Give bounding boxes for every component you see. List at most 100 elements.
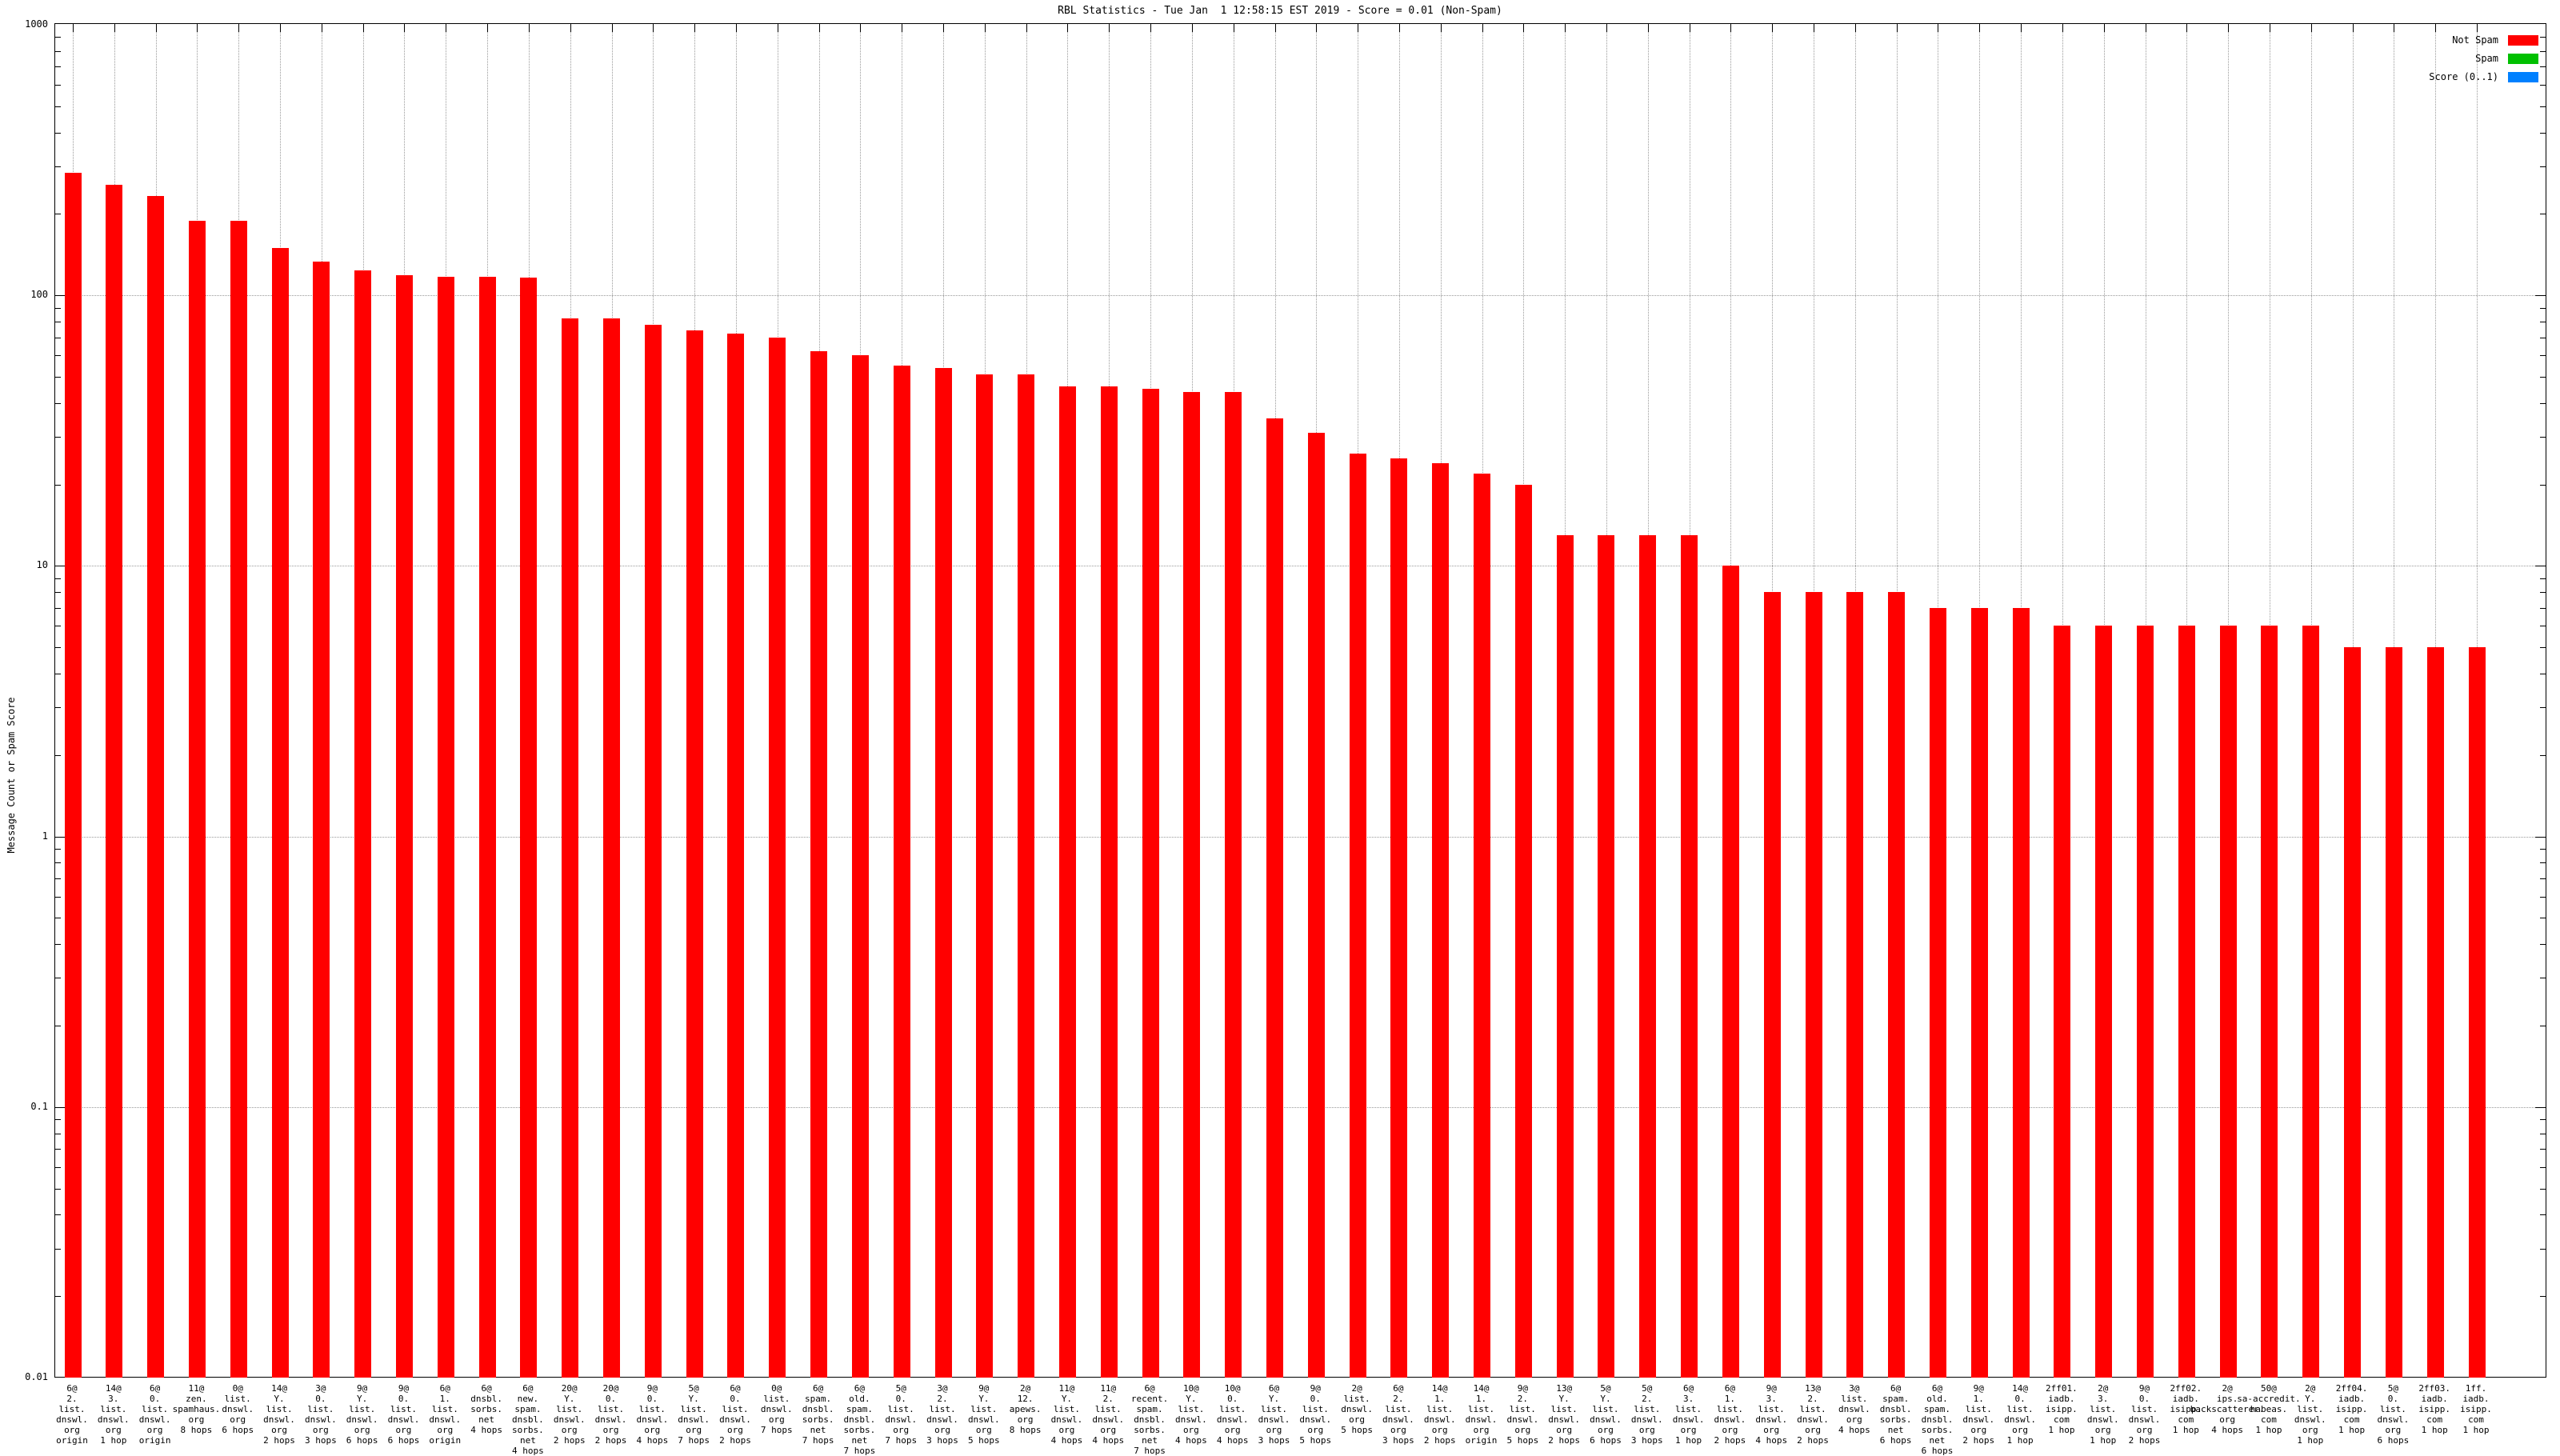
x-tick-label: 14@ Y. list. dnswl. org 2 hops [263, 1383, 295, 1446]
x-tick-label: 2@ ips. backscatterer. org 4 hops [2190, 1383, 2265, 1435]
x-tick-label: 9@ 1. list. dnswl. org 2 hops [1962, 1383, 1995, 1446]
plot-area [54, 23, 2546, 1378]
y-tick-label: 0.01 [25, 1371, 48, 1382]
bar [1556, 534, 1574, 1378]
y-minor-tick [2540, 1149, 2546, 1150]
x-top-tick [528, 24, 530, 32]
y-tick-label: 0.1 [30, 1100, 48, 1112]
y-minor-tick [2540, 37, 2546, 38]
bar [2219, 626, 2237, 1378]
x-tick-label: 2ff03. iadb. isipp. com 1 hop [2418, 1383, 2451, 1435]
legend-label: Spam [2475, 53, 2498, 64]
bar [1805, 592, 1822, 1378]
y-minor-tick [55, 1119, 61, 1121]
x-tick-label: 1ff. iadb. isipp. com 1 hop [2460, 1383, 2492, 1435]
bar [2012, 607, 2030, 1378]
y-minor-tick [55, 132, 61, 134]
y-minor-tick [2540, 307, 2546, 309]
y-major-tick [55, 295, 66, 297]
bar [230, 220, 247, 1378]
bar [2261, 626, 2278, 1378]
y-minor-tick [55, 85, 61, 86]
bar [562, 318, 579, 1378]
y-gridline [55, 295, 2546, 297]
y-tick-label: 1 [42, 830, 48, 842]
x-top-tick [197, 24, 198, 32]
bar [147, 195, 165, 1378]
y-minor-tick [2540, 578, 2546, 579]
y-minor-tick [55, 37, 61, 38]
x-top-tick [1440, 24, 1442, 32]
y-minor-tick [55, 862, 61, 864]
x-top-tick [2021, 24, 2022, 32]
y-minor-tick [2540, 377, 2546, 378]
x-tick-label: 11@ zen. spamhaus. org 8 hops [172, 1383, 221, 1435]
x-top-tick [362, 24, 364, 32]
bar [851, 355, 869, 1378]
y-tick-label: 1000 [25, 18, 48, 30]
y-minor-tick [55, 647, 61, 649]
y-major-tick [55, 836, 66, 838]
x-top-tick [2062, 24, 2063, 32]
bar [686, 330, 703, 1378]
y-minor-tick [2540, 1296, 2546, 1298]
bar [395, 274, 413, 1378]
y-minor-tick [2540, 944, 2546, 946]
bar [2054, 626, 2071, 1378]
x-top-tick [1316, 24, 1318, 32]
y-minor-tick [55, 377, 61, 378]
bar [1474, 473, 1491, 1378]
bar [313, 262, 330, 1378]
x-top-tick [653, 24, 654, 32]
y-minor-tick [2540, 1166, 2546, 1168]
x-tick-label: 20@ 0. list. dnswl. org 2 hops [594, 1383, 627, 1446]
y-minor-tick [55, 166, 61, 167]
y-minor-tick [55, 1248, 61, 1250]
bar [188, 220, 206, 1378]
bar [1722, 566, 1739, 1378]
y-minor-tick [2540, 402, 2546, 404]
bar [1888, 592, 1906, 1378]
bar [1058, 386, 1076, 1378]
y-minor-tick [2540, 85, 2546, 86]
y-minor-tick [2540, 607, 2546, 609]
y-minor-tick [2540, 50, 2546, 52]
bar [769, 337, 786, 1378]
x-top-tick [1067, 24, 1069, 32]
y-minor-tick [2540, 437, 2546, 438]
y-minor-tick [55, 707, 61, 709]
y-tick-label: 100 [30, 289, 48, 301]
y-gridline [55, 836, 2546, 838]
x-tick-label: 2ff02. iadb. isipp. com 1 hop [2170, 1383, 2202, 1435]
x-top-tick [1647, 24, 1649, 32]
bar [1598, 534, 1615, 1378]
y-minor-tick [55, 849, 61, 850]
legend-row: Score (0..1) [2370, 72, 2538, 83]
x-top-tick [860, 24, 862, 32]
bar [2385, 647, 2402, 1378]
x-top-tick [2186, 24, 2188, 32]
y-minor-tick [55, 1149, 61, 1150]
x-top-tick [735, 24, 737, 32]
x-tick-label: 0@ list. dnswl. org 6 hops [222, 1383, 254, 1435]
bar [1266, 418, 1283, 1378]
bar [478, 277, 496, 1378]
y-gridline [55, 1106, 2546, 1108]
bar [644, 324, 662, 1378]
bar [1763, 592, 1781, 1378]
x-top-tick [1772, 24, 1774, 32]
bar [1349, 454, 1366, 1378]
y-minor-tick [55, 1214, 61, 1216]
x-top-tick [1274, 24, 1276, 32]
y-minor-tick [55, 106, 61, 107]
legend-label: Score (0..1) [2429, 71, 2498, 82]
bar [1681, 534, 1698, 1378]
x-tick-label: 3@ list. dnswl. org 4 hops [1838, 1383, 1870, 1435]
bar [437, 277, 454, 1378]
x-top-tick [1606, 24, 1607, 32]
bar [1225, 391, 1242, 1378]
bar [1100, 386, 1118, 1378]
x-top-tick [1896, 24, 1898, 32]
x-top-tick [280, 24, 282, 32]
